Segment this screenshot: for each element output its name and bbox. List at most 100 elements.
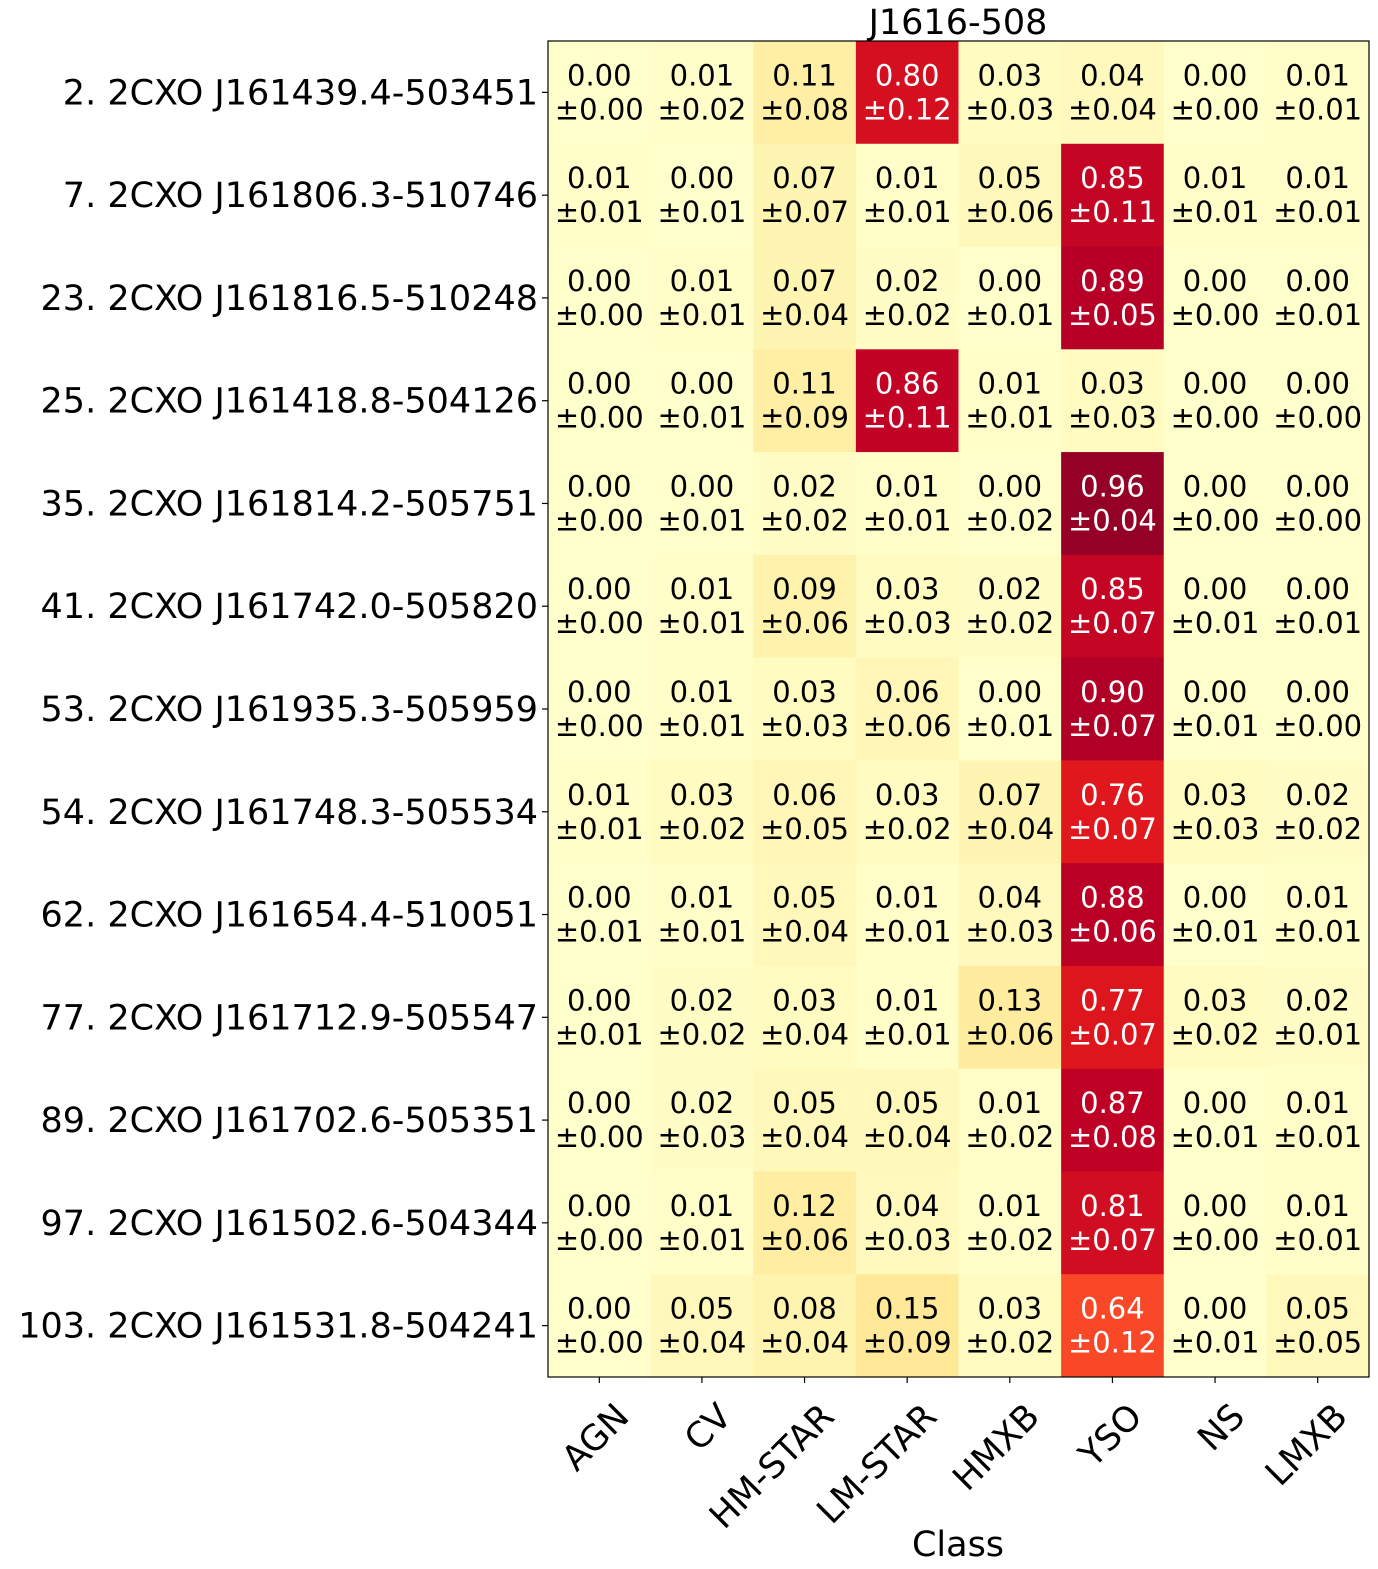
cell-error-label: ±0.04	[760, 298, 849, 332]
cell-value-label: 0.01	[875, 983, 940, 1017]
heatmap-cell	[548, 246, 652, 350]
heatmap-cell	[958, 452, 1062, 556]
heatmap-cell	[1163, 452, 1267, 556]
heatmap-cell	[1163, 657, 1267, 761]
cell-error-label: ±0.01	[863, 195, 952, 229]
heatmap-cell	[753, 863, 857, 967]
heatmap-cell	[958, 246, 1062, 350]
cell-value-label: 0.90	[1080, 675, 1145, 709]
heatmap-cell	[753, 1068, 857, 1172]
cell-error-label: ±0.02	[658, 92, 747, 126]
cell-error-label: ±0.00	[555, 1326, 644, 1360]
plot-frame	[547, 40, 1370, 1378]
cell-value-label: 0.01	[1285, 881, 1350, 915]
cell-error-label: ±0.00	[1273, 503, 1362, 537]
cell-error-label: ±0.01	[1171, 1120, 1260, 1154]
x-tick-label: CV	[677, 1397, 740, 1460]
cell-error-label: ±0.01	[1171, 709, 1260, 743]
row-labels: 2. 2CXO J161439.4-503451 7. 2CXO J161806.…	[18, 73, 548, 1347]
heatmap-cell	[548, 863, 652, 967]
heatmap-cell	[650, 41, 754, 145]
cell-value-label: 0.85	[1080, 572, 1145, 606]
heatmap-cell	[650, 554, 754, 659]
heatmap-cell	[958, 1274, 1062, 1378]
cell-value-label: 0.01	[1285, 161, 1350, 195]
cell-error-label: ±0.01	[1273, 92, 1362, 126]
cell-error-label: ±0.00	[555, 298, 644, 332]
cell-value-label: 0.06	[772, 778, 837, 812]
heatmap-cell	[958, 965, 1062, 1070]
heatmap-cell	[650, 1274, 754, 1378]
cell-value-label: 0.89	[1080, 264, 1145, 298]
cell-error-label: ±0.02	[1273, 812, 1362, 846]
cell-error-label: ±0.06	[965, 1017, 1054, 1051]
cell-error-label: ±0.00	[555, 709, 644, 743]
cell-value-label: 0.03	[670, 778, 735, 812]
cell-error-label: ±0.01	[863, 915, 952, 949]
cell-error-label: ±0.12	[1068, 1326, 1157, 1360]
cell-value-label: 0.00	[978, 264, 1043, 298]
cell-error-label: ±0.02	[965, 503, 1054, 537]
cell-value-label: 0.00	[670, 161, 735, 195]
cell-value-label: 0.00	[567, 881, 632, 915]
cell-error-label: ±0.00	[1171, 92, 1260, 126]
cell-error-label: ±0.07	[1068, 606, 1157, 640]
cell-value-label: 0.12	[772, 1189, 837, 1223]
x-tick-label: LMXB	[1258, 1397, 1355, 1494]
cell-value-label: 0.00	[1183, 469, 1248, 503]
y-tick-label: 41. 2CXO J161742.0-505820	[41, 587, 538, 627]
cell-error-label: ±0.09	[760, 401, 849, 435]
cell-value-label: 0.88	[1080, 881, 1145, 915]
heatmap-cell	[650, 143, 754, 248]
cell-value-label: 0.96	[1080, 469, 1145, 503]
cell-error-label: ±0.01	[965, 709, 1054, 743]
cell-value-label: 0.01	[875, 881, 940, 915]
heatmap-cell	[1061, 1068, 1165, 1172]
cell-error-label: ±0.00	[555, 1223, 644, 1257]
cell-error-label: ±0.01	[1171, 195, 1260, 229]
heatmap-cell	[1061, 863, 1165, 967]
cell-value-label: 0.02	[875, 264, 940, 298]
heatmap-cell	[1266, 143, 1370, 248]
cell-error-label: ±0.04	[760, 915, 849, 949]
y-tick-label: 35. 2CXO J161814.2-505751	[41, 484, 538, 524]
heatmap-cell	[958, 143, 1062, 248]
heatmap-cell	[548, 965, 652, 1070]
cell-error-label: ±0.06	[863, 709, 952, 743]
x-tick-label: HMXB	[946, 1397, 1048, 1499]
heatmap-cell	[650, 965, 754, 1070]
heatmap-cell	[958, 41, 1062, 145]
y-tick-label: 89. 2CXO J161702.6-505351	[41, 1101, 538, 1141]
cell-value-label: 0.85	[1080, 161, 1145, 195]
cell-value-label: 0.80	[875, 58, 940, 92]
cell-value-label: 0.01	[978, 367, 1043, 401]
cell-value-label: 0.13	[978, 983, 1043, 1017]
cell-error-label: ±0.01	[658, 503, 747, 537]
cell-error-label: ±0.11	[1068, 195, 1157, 229]
cell-value-label: 0.03	[875, 778, 940, 812]
cell-value-label: 0.00	[567, 572, 632, 606]
cell-error-label: ±0.01	[965, 298, 1054, 332]
heatmap-cell	[1163, 1068, 1267, 1172]
y-tick-label: 54. 2CXO J161748.3-505534	[41, 793, 538, 833]
cell-value-label: 0.05	[978, 161, 1043, 195]
cell-value-label: 0.11	[772, 367, 837, 401]
cell-error-label: ±0.00	[555, 1120, 644, 1154]
heatmap-cell	[1163, 760, 1267, 864]
cell-value-label: 0.03	[1080, 367, 1145, 401]
heatmap-cell	[855, 554, 959, 659]
heatmap-cell	[548, 657, 652, 761]
cell-error-label: ±0.03	[965, 915, 1054, 949]
heatmap-cell	[1061, 246, 1165, 350]
heatmap-cell	[1061, 143, 1165, 248]
cell-error-label: ±0.01	[658, 195, 747, 229]
heatmap-cell	[1061, 760, 1165, 864]
cell-error-label: ±0.04	[1068, 503, 1157, 537]
cell-value-label: 0.01	[978, 1189, 1043, 1223]
heatmap-cell	[1266, 1274, 1370, 1378]
cell-value-label: 0.01	[1183, 161, 1248, 195]
heatmap-cell	[1163, 1274, 1267, 1378]
cell-error-label: ±0.01	[1171, 606, 1260, 640]
cell-value-label: 0.00	[670, 469, 735, 503]
heatmap-cell	[958, 657, 1062, 761]
